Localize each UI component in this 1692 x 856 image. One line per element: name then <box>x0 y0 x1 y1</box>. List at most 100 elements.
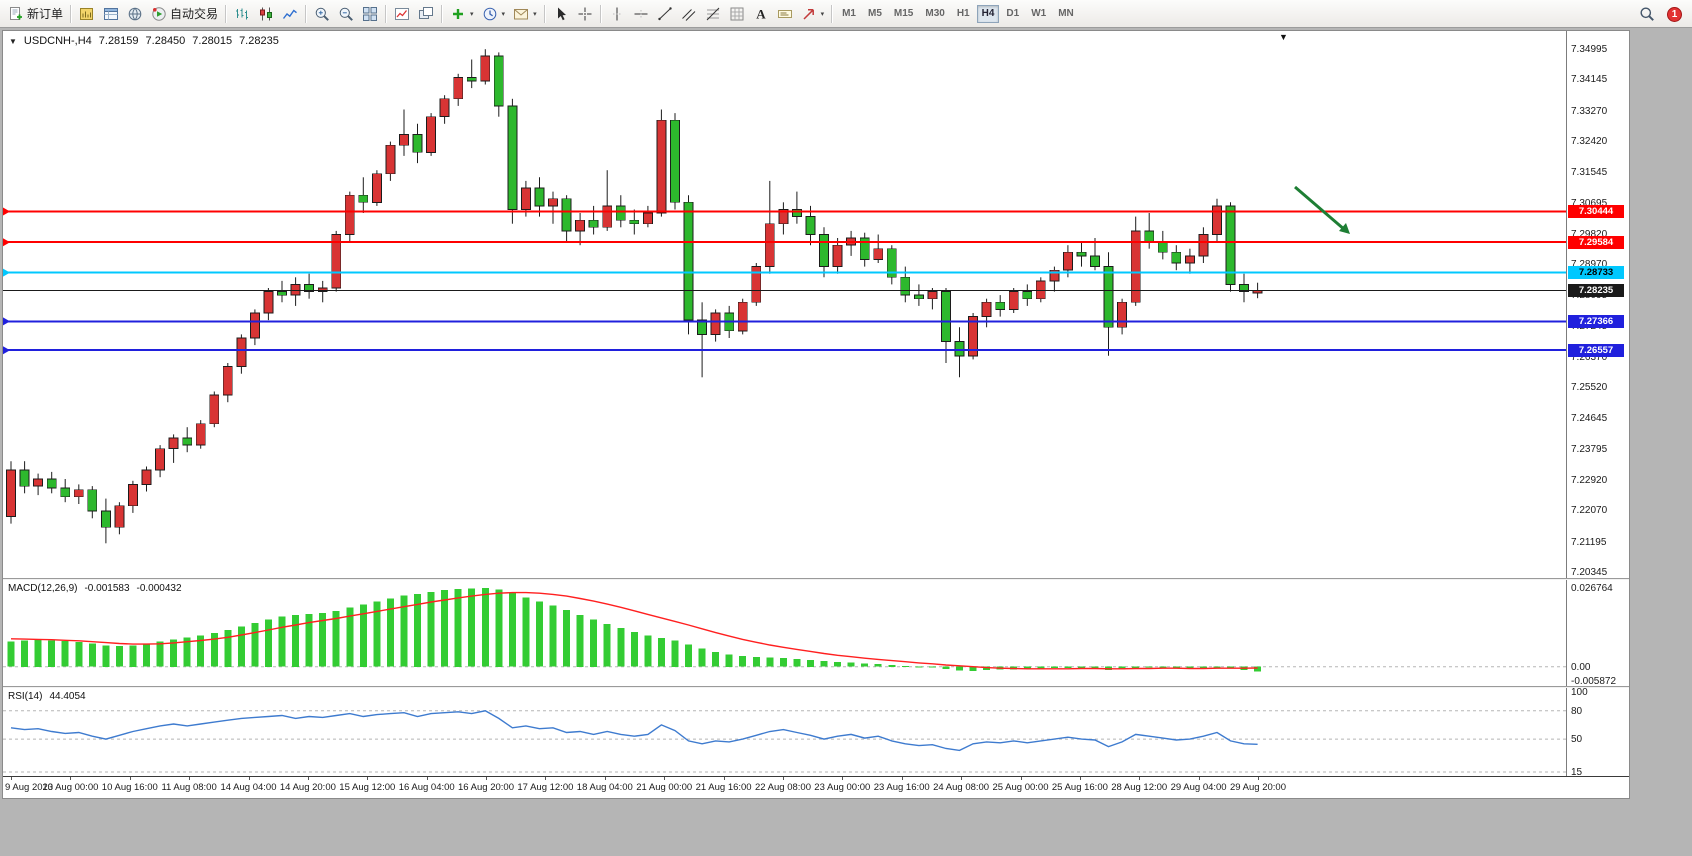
rsi-panel-splitter[interactable] <box>3 686 1629 688</box>
timeframe-m15-button[interactable]: M15 <box>893 8 914 19</box>
price-axis-label: 7.21195 <box>1571 536 1607 548</box>
fibonacci-icon <box>706 7 719 20</box>
main-toolbar: 新订单 自动交易 ▾ ▾ ▾ A ▾ M1 M5 M15 M30 H1 H4 D1 W1 MN 1 <box>0 0 1692 28</box>
toolbar-right-group: 1 <box>1635 0 1682 28</box>
shapes-button[interactable] <box>725 3 749 25</box>
chart-title: ▼ USDCNH-,H4 7.28159 7.28450 7.28015 7.2… <box>9 35 279 47</box>
macd-panel-splitter[interactable] <box>3 578 1629 580</box>
time-axis[interactable]: 9 Aug 2023 10 Aug 00:00 10 Aug 16:00 11 Aug… <box>3 776 1629 798</box>
symbol-period-label: USDCNH-,H4 <box>23 35 92 47</box>
toolbar-separator <box>225 4 228 23</box>
price-axis-label: 7.20345 <box>1571 567 1608 578</box>
time-axis-label: 9 Aug 2023 <box>5 782 54 793</box>
data-window-button[interactable] <box>99 3 123 25</box>
channel-button[interactable] <box>677 3 701 25</box>
price-chart-canvas[interactable] <box>3 31 1566 578</box>
timeframe-d1-button[interactable]: D1 <box>1006 8 1020 19</box>
rsi-panel-canvas[interactable] <box>3 688 1566 776</box>
vertical-line-button[interactable] <box>605 3 629 25</box>
arrows-button[interactable]: ▾ <box>797 3 829 25</box>
search-button[interactable] <box>1635 3 1659 25</box>
time-axis-label: 17 Aug 12:00 <box>517 782 574 793</box>
objects-list-button[interactable] <box>414 3 438 25</box>
ohlc-close: 7.28235 <box>239 35 279 47</box>
new-order-icon <box>10 6 22 20</box>
zoom-out-button[interactable] <box>334 3 358 25</box>
notification-badge[interactable]: 1 <box>1667 6 1682 22</box>
macd-axis-zero: 0.00 <box>1571 661 1591 673</box>
toolbar-separator <box>441 4 444 23</box>
macd-signal-line <box>10 591 1258 670</box>
arrows-icon <box>803 8 814 20</box>
chart-shift-icon[interactable]: ▼ <box>1279 32 1288 42</box>
dropdown-caret-icon: ▾ <box>533 10 537 18</box>
time-axis-tick <box>367 777 369 780</box>
time-axis-tick <box>1258 777 1259 780</box>
bar-chart-button[interactable] <box>230 3 254 25</box>
time-axis-label: 16 Aug 20:00 <box>458 782 514 793</box>
macd-panel-canvas[interactable] <box>3 580 1566 686</box>
cursor-button[interactable] <box>549 3 573 25</box>
timeframe-h1-button[interactable]: H1 <box>956 8 970 19</box>
candlestick-chart-icon <box>260 7 273 20</box>
price-axis-label: 7.23795 <box>1571 443 1608 455</box>
time-axis-tick <box>842 777 844 780</box>
auto-trading-button[interactable]: 自动交易 <box>147 3 222 25</box>
time-axis-tick <box>1139 777 1141 780</box>
time-axis-tick <box>1020 777 1022 780</box>
chart-menu-icon[interactable]: ▼ <box>9 36 17 46</box>
templates-button[interactable]: ▾ <box>509 3 541 25</box>
candlestick-series <box>6 49 1263 544</box>
timeframe-w1-button[interactable]: W1 <box>1031 8 1047 19</box>
rsi-value: 44.4054 <box>49 691 86 702</box>
indicators-button[interactable] <box>390 3 414 25</box>
price-axis-label: 7.22920 <box>1571 475 1608 487</box>
zoom-in-button[interactable] <box>310 3 334 25</box>
time-axis-label: 25 Aug 00:00 <box>992 782 1049 793</box>
timeframe-m1-button[interactable]: M1 <box>842 8 856 19</box>
time-axis-label: 10 Aug 16:00 <box>101 782 158 793</box>
text-label-button[interactable] <box>773 3 797 25</box>
time-axis-tick <box>189 777 191 780</box>
price-line-tag: 7.26557 <box>1568 343 1624 357</box>
trendline-button[interactable] <box>653 3 677 25</box>
crosshair-button[interactable] <box>573 3 597 25</box>
timeframe-h4-button[interactable]: H4 <box>976 4 1000 23</box>
add-indicator-button[interactable]: ▾ <box>446 3 478 25</box>
time-axis-label: 23 Aug 16:00 <box>873 782 930 793</box>
price-axis[interactable]: 7.34995 7.34145 7.33270 7.32420 7.31545 7.306… <box>1566 31 1629 778</box>
market-watch-button[interactable] <box>75 3 99 25</box>
toolbar-group: ▾ ▾ ▾ <box>446 0 541 27</box>
rsi-line <box>10 710 1258 752</box>
objects-list-icon <box>419 6 434 19</box>
indicators-icon <box>395 7 410 20</box>
macd-histogram <box>7 587 1262 672</box>
periods-button[interactable]: ▾ <box>478 3 510 25</box>
timeframe-mn-button[interactable]: MN <box>1058 8 1074 19</box>
price-axis-label: 7.25520 <box>1571 382 1608 394</box>
dropdown-caret-icon: ▾ <box>501 10 506 18</box>
line-left-marker <box>3 238 10 247</box>
toolbar-group: A ▾ <box>605 0 829 27</box>
timeframe-m5-button[interactable]: M5 <box>868 8 882 19</box>
bar-chart-icon <box>236 8 249 19</box>
horizontal-line-button[interactable] <box>629 3 653 25</box>
templates-icon <box>514 8 529 19</box>
toolbar-separator <box>599 4 602 23</box>
price-axis-label: 7.34145 <box>1571 74 1608 86</box>
new-order-button[interactable]: 新订单 <box>4 3 67 25</box>
text-button[interactable]: A <box>749 3 773 25</box>
time-axis-label: 22 Aug 08:00 <box>755 782 811 793</box>
data-window-icon <box>104 7 119 20</box>
price-line-tag: 7.27366 <box>1568 314 1624 328</box>
line-left-marker <box>3 207 10 216</box>
timeframe-m30-button[interactable]: M30 <box>925 8 945 19</box>
fibonacci-button[interactable] <box>701 3 725 25</box>
trend-arrow-annotation[interactable] <box>1294 185 1346 232</box>
price-axis-label: 7.24645 <box>1571 413 1608 425</box>
line-chart-button[interactable] <box>278 3 302 25</box>
navigator-button[interactable] <box>123 3 147 25</box>
candlestick-chart-button[interactable] <box>254 3 278 25</box>
tile-windows-button[interactable] <box>358 3 382 25</box>
